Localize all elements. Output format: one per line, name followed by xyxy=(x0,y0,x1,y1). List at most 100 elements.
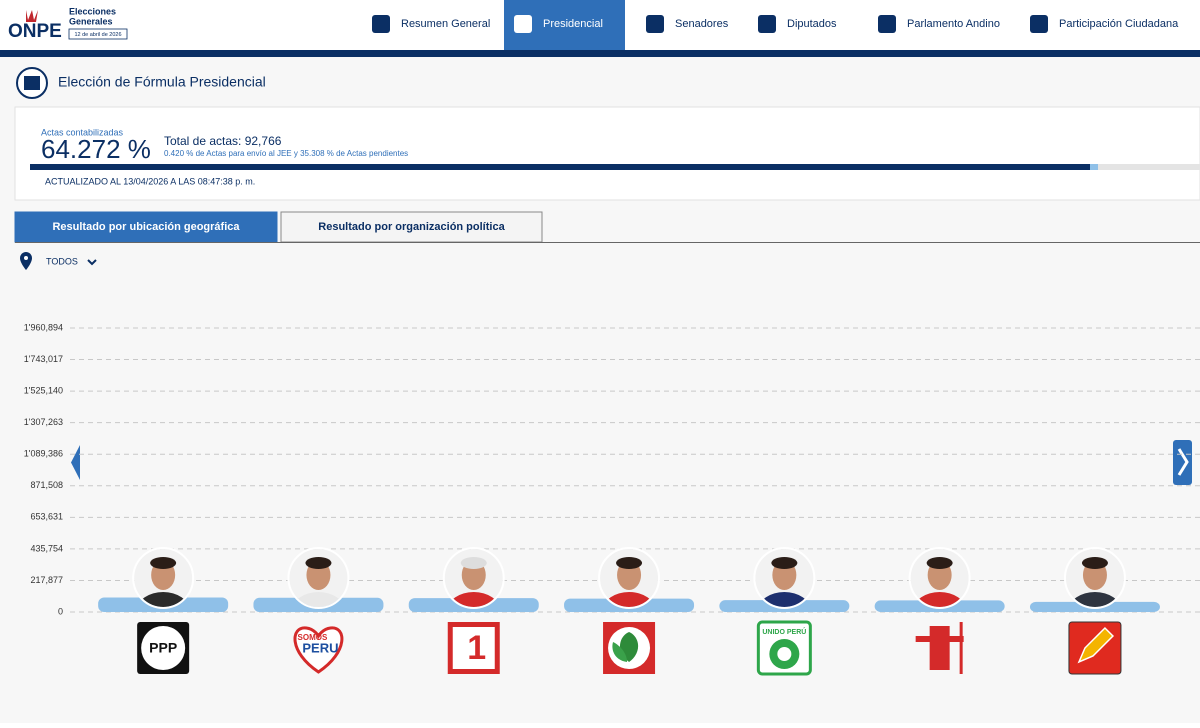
nav-icon xyxy=(514,15,532,33)
logo-pencil xyxy=(1077,626,1115,664)
logo-text: PPP xyxy=(149,640,177,656)
y-tick-label: 1'525,140 xyxy=(24,385,63,395)
summary-card xyxy=(14,106,1200,201)
nav-label: Senadores xyxy=(675,18,729,30)
photo-ring xyxy=(908,547,971,609)
photo-shirt xyxy=(137,592,190,607)
tab[interactable]: Resultado por organización política xyxy=(280,211,543,243)
nav-label: Presidencial xyxy=(543,18,603,30)
logo-inner xyxy=(452,627,495,669)
photo-shirt xyxy=(1068,592,1121,607)
tab[interactable]: Resultado por ubicación geográfica xyxy=(14,211,278,243)
logo-text: PERU xyxy=(302,640,338,655)
photo-hair xyxy=(771,557,798,569)
nav-item[interactable]: Diputados xyxy=(758,15,837,33)
y-tick-label: 1'960,894 xyxy=(24,322,63,332)
y-tick-label: 217,877 xyxy=(30,575,63,585)
logo-circle xyxy=(141,626,186,670)
nav-item[interactable]: Senadores xyxy=(646,15,729,33)
tab-bg xyxy=(280,211,543,243)
candidate-photo xyxy=(755,549,814,607)
nav-label: Resumen General xyxy=(401,18,490,30)
y-tick-label: 871,508 xyxy=(30,480,63,490)
nav-item[interactable]: Participación Ciudadana xyxy=(1030,15,1179,33)
header-band xyxy=(0,50,1200,57)
photo-hair xyxy=(926,557,953,569)
filter[interactable]: TODOS xyxy=(46,256,78,266)
actas-percent: 64.272 % xyxy=(41,134,151,164)
y-tick-label: 1'743,017 xyxy=(24,354,63,364)
logo: ONPE Elecciones Generales 12 de abril de… xyxy=(8,6,128,42)
pin-dot xyxy=(24,256,28,260)
party-logo xyxy=(915,622,964,674)
photo-shirt xyxy=(913,592,966,607)
prev-arrow[interactable] xyxy=(71,445,80,480)
nav-icon xyxy=(1030,15,1048,33)
nav: Resumen General Presidencial Senadores Dipu… xyxy=(372,0,1179,50)
tab-label: Resultado por organización política xyxy=(318,221,505,233)
party-logo: PPP xyxy=(137,622,190,674)
chart: 0 217,877 435,754 653,631 871,508 1'089,386 1'… xyxy=(24,322,1200,676)
photo-hair xyxy=(460,557,487,569)
party-logo xyxy=(1068,621,1122,675)
logo-heart xyxy=(293,626,344,674)
candidate-photo xyxy=(289,549,348,607)
date-box xyxy=(68,28,128,40)
updated: ACTUALIZADO AL 13/04/2026 A LAS 08:47:38… xyxy=(45,176,255,186)
logo-leaf xyxy=(612,642,628,662)
nav-icon xyxy=(646,15,664,33)
logo-figure xyxy=(929,626,950,670)
tabs: Resultado por ubicación geográfica Result… xyxy=(14,211,543,243)
nav-icon xyxy=(878,15,896,33)
candidate-photo xyxy=(600,549,659,607)
photo-ring xyxy=(1063,547,1126,609)
nav-item[interactable]: Resumen General xyxy=(372,15,490,33)
pin-icon[interactable] xyxy=(20,252,32,270)
photo-ring xyxy=(442,547,505,609)
party-logo xyxy=(603,622,656,674)
actas-label: Actas contabilizadas xyxy=(41,127,124,137)
photo-hair xyxy=(150,557,177,569)
photo-shirt xyxy=(447,592,500,607)
progress-counted xyxy=(30,164,1090,170)
next-button[interactable] xyxy=(1173,440,1192,485)
party-logo: UNIDO PERÚ xyxy=(756,620,812,676)
photo-shirt xyxy=(603,592,656,607)
filter-chevron[interactable] xyxy=(87,259,97,266)
candidate-photo xyxy=(444,549,503,607)
logo-text: SOMOS xyxy=(298,633,328,642)
emblem-shield xyxy=(24,76,40,90)
photo-ring xyxy=(753,547,816,609)
logo-arm xyxy=(915,636,964,642)
nav-item[interactable]: Parlamento Andino xyxy=(878,15,1000,33)
logo-inner xyxy=(777,647,792,661)
logo-text: ONPE xyxy=(8,21,62,42)
photo-ring xyxy=(287,547,350,609)
nav-label: Parlamento Andino xyxy=(907,18,1000,30)
total-actas: Total de actas: 92,766 xyxy=(164,134,282,148)
y-tick-label: 653,631 xyxy=(30,512,63,522)
nav-label: Participación Ciudadana xyxy=(1059,18,1179,30)
nav-icon xyxy=(758,15,776,33)
candidate-photo xyxy=(134,549,193,607)
page-title: Elección de Fórmula Presidencial xyxy=(58,74,266,90)
y-tick-label: 1'089,386 xyxy=(24,449,63,459)
photo-shirt xyxy=(292,592,345,607)
event-line: Generales xyxy=(69,16,113,26)
photo-hair xyxy=(616,557,643,569)
actas-detail: 0.420 % de Actas para envío al JEE y 35.… xyxy=(164,149,408,158)
photo-ring xyxy=(598,547,661,609)
event-line: Elecciones xyxy=(69,6,116,16)
logo-icon xyxy=(26,10,38,22)
candidate-photo xyxy=(910,549,969,607)
next-arrow xyxy=(1177,448,1189,476)
logo-staff xyxy=(959,622,963,674)
y-tick-label: 0 xyxy=(58,606,63,616)
nav-icon xyxy=(372,15,390,33)
nav-item[interactable]: Presidencial xyxy=(504,0,625,50)
party-logo: 1 xyxy=(447,622,500,674)
y-tick-label: 435,754 xyxy=(30,543,63,553)
